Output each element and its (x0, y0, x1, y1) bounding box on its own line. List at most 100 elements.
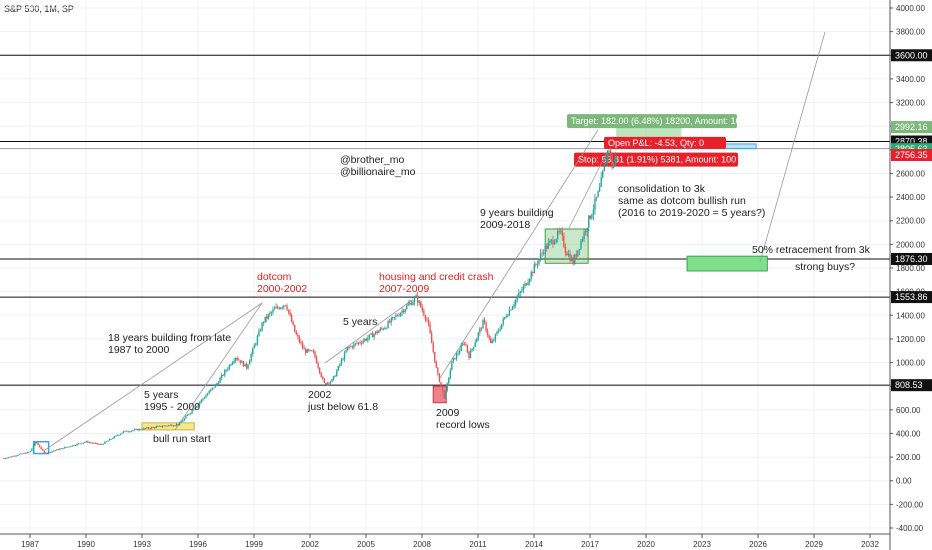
candle-body (460, 345, 462, 351)
candle-body (550, 239, 553, 241)
candle-body (172, 425, 175, 427)
candle-body (485, 322, 487, 331)
x-tick-label: 2017 (581, 540, 599, 549)
candle-body (303, 347, 305, 350)
candle-body (346, 347, 349, 351)
candle-body (588, 215, 590, 228)
candle-body (379, 328, 382, 331)
price-tag-label: 2992.16 (895, 122, 928, 132)
candle-body (507, 315, 509, 317)
candle-body (385, 327, 388, 329)
candle-body (448, 378, 450, 384)
candle-body (266, 316, 268, 319)
price-candles (3, 147, 618, 460)
candle-body (94, 442, 97, 444)
y-axis: 4000.003800.003600.003400.003200.003000.… (889, 0, 925, 550)
annotation-five-years-2: 1995 - 2000 (144, 401, 200, 413)
candle-body (430, 333, 433, 344)
candle-body (242, 361, 245, 367)
x-tick-label: 2032 (861, 540, 879, 549)
candle-body (402, 310, 405, 313)
candle-body (71, 445, 74, 447)
candle-body (536, 263, 539, 265)
candle-body (272, 309, 274, 313)
candle-body (393, 316, 396, 318)
candle-body (367, 337, 369, 341)
candle-body (35, 442, 38, 444)
candle-body (542, 252, 545, 254)
candle-body (124, 430, 126, 432)
candle-body (90, 442, 92, 444)
candle-body (462, 343, 464, 346)
candle-body (586, 227, 588, 232)
candle-body (214, 384, 217, 388)
candle-body (584, 231, 587, 233)
candle-body (446, 383, 448, 391)
candle-body (48, 452, 50, 454)
candle-body (323, 378, 326, 383)
trend-line-1987-2000 (44, 302, 263, 451)
level-price-tag (891, 291, 932, 304)
level-price-label: 3600.00 (895, 50, 928, 60)
candle-body (154, 427, 156, 429)
candle-body (504, 317, 506, 319)
candle-body (494, 334, 497, 340)
candle-body (77, 443, 80, 445)
candle-body (421, 306, 424, 311)
candle-body (311, 350, 313, 352)
annotation-2002-1: 2002 (308, 389, 332, 401)
candle-body (476, 338, 478, 343)
candle-body (558, 230, 560, 232)
candle-body (28, 451, 30, 453)
candle-body (17, 455, 19, 456)
candle-body (490, 338, 492, 344)
candle-body (435, 361, 438, 368)
candle-body (362, 340, 364, 344)
candle-body (488, 335, 490, 339)
candle-body (23, 452, 25, 454)
candle-body (420, 301, 422, 307)
candle-body (463, 343, 466, 345)
candle-body (603, 164, 606, 172)
candle-body (354, 343, 357, 345)
candle-body (178, 422, 181, 425)
candle-body (160, 425, 162, 427)
candle-body (325, 382, 327, 385)
candle-body (63, 447, 66, 449)
candle-body (252, 348, 254, 355)
y-tick-label: 2000.00 (896, 240, 925, 249)
candle-body (514, 299, 517, 305)
candle-body (264, 316, 266, 323)
candle-body (248, 360, 251, 365)
candle-body (434, 351, 436, 362)
candle-body (163, 425, 165, 427)
candle-body (40, 447, 42, 450)
candle-body (12, 455, 14, 457)
candle-body (56, 449, 58, 451)
candle-body (171, 424, 173, 426)
candle-body (312, 351, 315, 353)
candle-body (182, 420, 184, 422)
candle-body (493, 339, 495, 342)
candle-body (49, 452, 52, 453)
annotation-retracement-1: 50% retracement from 3k (752, 244, 871, 256)
candle-body (468, 352, 470, 359)
candle-body (326, 382, 329, 385)
candle-body (147, 427, 150, 429)
candle-body (401, 310, 403, 313)
candle-body (168, 425, 170, 427)
candle-body (477, 332, 480, 339)
chart-grid (0, 0, 890, 529)
candle-body (560, 230, 562, 232)
candle-body (135, 429, 137, 430)
annotation-dotcom-2: 2000-2002 (257, 283, 307, 295)
candle-body (499, 328, 501, 331)
candle-body (241, 361, 243, 363)
candle-body (500, 323, 503, 329)
candle-body (152, 427, 154, 428)
level-price-label: 1876.30 (895, 254, 928, 264)
candle-body (146, 427, 148, 429)
candle-body (46, 453, 49, 454)
candle-body (290, 315, 293, 323)
